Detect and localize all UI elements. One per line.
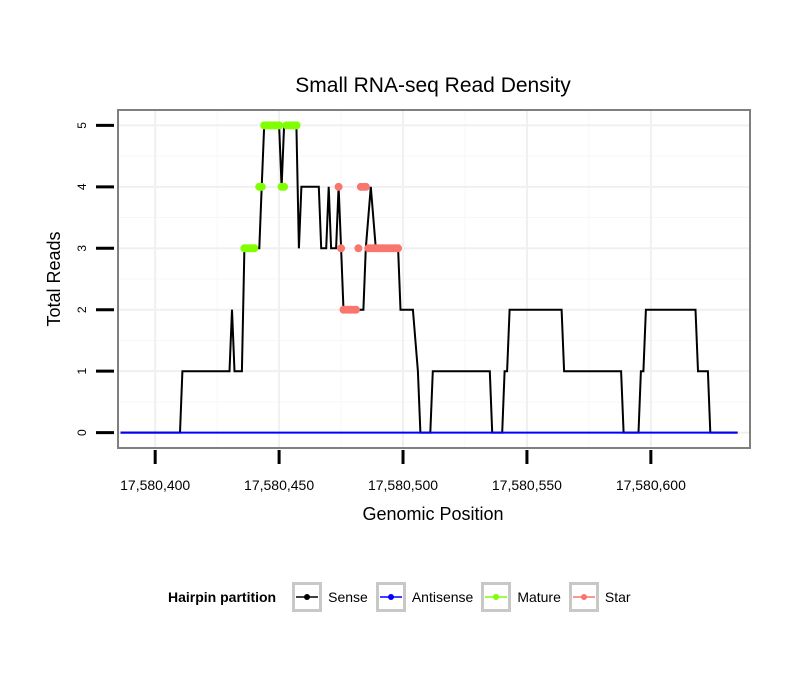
y-tick-label: 0 bbox=[75, 429, 89, 436]
legend-label-star: Star bbox=[604, 589, 631, 605]
x-tick-label: 17,580,400 bbox=[120, 477, 190, 493]
data-point-star bbox=[337, 244, 346, 253]
axes: 17,580,400 17,580,450 17,580,500 17,580,550… bbox=[75, 122, 686, 493]
y-tick-label: 2 bbox=[75, 306, 89, 313]
y-tick-label: 4 bbox=[75, 183, 89, 190]
legend-key-antisense bbox=[375, 582, 406, 612]
plot-panel-border bbox=[117, 109, 751, 449]
legend: Hairpin partition Sense Antisense Mature… bbox=[168, 580, 639, 614]
data-point-mature bbox=[257, 182, 266, 191]
y-tick-label: 1 bbox=[75, 368, 89, 375]
legend-item-antisense: Antisense bbox=[375, 582, 474, 612]
data-point-mature bbox=[275, 121, 284, 130]
x-tick-label: 17,580,450 bbox=[244, 477, 314, 493]
chart-title: Small RNA-seq Read Density bbox=[295, 74, 571, 97]
data-point-mature bbox=[292, 121, 301, 130]
x-axis-label: Genomic Position bbox=[362, 504, 503, 524]
legend-label-mature: Mature bbox=[517, 589, 561, 605]
data-point-star bbox=[361, 182, 370, 191]
data-point-mature bbox=[250, 244, 259, 253]
data-point-star bbox=[354, 244, 363, 253]
legend-item-sense: Sense bbox=[292, 582, 368, 612]
legend-item-mature: Mature bbox=[481, 582, 561, 612]
legend-item-star: Star bbox=[568, 582, 631, 612]
y-tick-label: 5 bbox=[75, 122, 89, 129]
legend-label-sense: Sense bbox=[328, 589, 368, 605]
grid bbox=[118, 110, 750, 448]
x-tick-label: 17,580,600 bbox=[616, 477, 686, 493]
legend-title: Hairpin partition bbox=[168, 589, 277, 605]
series bbox=[120, 121, 738, 434]
data-point-star bbox=[351, 305, 360, 314]
legend-key-mature bbox=[481, 582, 512, 612]
legend-key-sense bbox=[292, 582, 323, 612]
data-point-star bbox=[334, 182, 343, 191]
data-point-star bbox=[394, 244, 403, 253]
x-tick-label: 17,580,500 bbox=[368, 477, 438, 493]
y-axis-label: Total Reads bbox=[44, 231, 64, 326]
legend-label-antisense: Antisense bbox=[411, 589, 474, 605]
y-tick-label: 3 bbox=[75, 245, 89, 252]
x-tick-label: 17,580,550 bbox=[492, 477, 562, 493]
data-point-mature bbox=[280, 182, 289, 191]
legend-key-star bbox=[568, 582, 599, 612]
